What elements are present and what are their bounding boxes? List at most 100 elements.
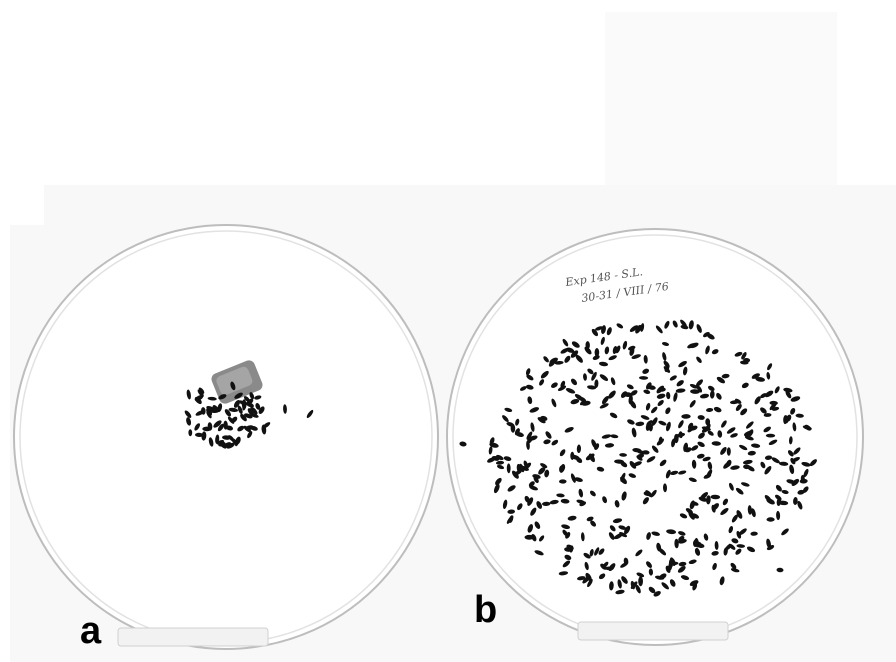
seed	[574, 477, 583, 482]
seed	[750, 531, 758, 536]
seed	[726, 427, 736, 434]
seed	[635, 324, 642, 334]
seed	[716, 392, 722, 400]
seed	[705, 345, 710, 355]
seed	[587, 385, 597, 390]
seed	[598, 573, 606, 580]
seed	[614, 500, 620, 508]
seed	[530, 422, 535, 432]
seed	[529, 407, 540, 413]
seed	[618, 525, 627, 530]
seed	[570, 473, 576, 483]
seed	[793, 447, 801, 455]
seed	[594, 547, 600, 556]
seed	[682, 366, 688, 376]
seed	[538, 467, 546, 475]
seed	[517, 503, 523, 511]
seed	[764, 465, 772, 475]
seed	[262, 422, 271, 429]
seed	[640, 415, 650, 420]
seed	[227, 416, 235, 424]
seed	[725, 544, 732, 550]
seed	[766, 545, 775, 551]
seed	[688, 559, 697, 565]
seed	[218, 394, 227, 400]
seed	[591, 328, 599, 337]
seed	[691, 445, 699, 451]
seed	[776, 567, 784, 573]
seed	[620, 476, 627, 485]
seed	[602, 561, 609, 568]
seed	[755, 377, 765, 382]
seed	[659, 573, 667, 580]
seed	[678, 531, 686, 536]
seed	[559, 465, 564, 473]
seed	[785, 390, 792, 399]
seed	[224, 409, 232, 417]
panel-label: a	[80, 610, 102, 652]
seed	[188, 429, 193, 437]
seed	[619, 531, 628, 538]
seed	[760, 407, 767, 414]
seed	[730, 562, 737, 569]
seed	[507, 485, 516, 492]
seed	[734, 351, 743, 357]
seed	[783, 387, 793, 393]
seed	[706, 469, 713, 478]
seed	[514, 469, 522, 476]
seed	[643, 389, 651, 394]
seed	[503, 456, 512, 461]
seed	[736, 544, 746, 548]
seed	[609, 412, 618, 419]
seed	[609, 525, 616, 532]
seed	[671, 438, 676, 448]
seed	[543, 439, 551, 445]
seed	[662, 483, 668, 493]
petri-dish	[446, 228, 864, 646]
seed	[631, 427, 637, 438]
seed	[635, 584, 641, 594]
seed	[690, 389, 700, 394]
seed	[730, 433, 738, 438]
seed	[542, 501, 551, 507]
seed	[570, 398, 580, 405]
seed	[677, 566, 686, 573]
seed	[525, 368, 531, 376]
seed	[635, 421, 645, 427]
seed	[506, 463, 511, 474]
seed	[621, 491, 627, 501]
seed	[630, 390, 638, 396]
seed	[250, 406, 258, 415]
seed	[696, 385, 703, 393]
seed	[581, 400, 591, 406]
seed	[562, 338, 569, 347]
seed	[716, 376, 726, 384]
seed	[488, 446, 493, 455]
seed	[658, 387, 666, 392]
seed	[731, 538, 739, 544]
seed	[612, 518, 623, 524]
seed	[767, 363, 773, 371]
seed	[584, 561, 589, 571]
seed	[610, 434, 619, 439]
seed	[589, 548, 594, 557]
seed	[696, 356, 702, 364]
seed	[703, 533, 709, 541]
seed	[793, 497, 798, 505]
seed	[675, 432, 686, 438]
seed	[659, 459, 667, 467]
seed	[583, 373, 587, 381]
seed	[208, 437, 214, 447]
seed	[565, 531, 571, 539]
seed	[703, 331, 710, 338]
seed	[729, 482, 734, 491]
seed	[616, 323, 624, 329]
seed	[638, 576, 643, 587]
seed	[708, 385, 715, 392]
seed	[574, 394, 584, 401]
seed	[627, 345, 636, 351]
seed	[534, 521, 541, 529]
seed	[600, 336, 605, 345]
seed	[586, 516, 594, 522]
panel-label: b	[474, 589, 497, 631]
